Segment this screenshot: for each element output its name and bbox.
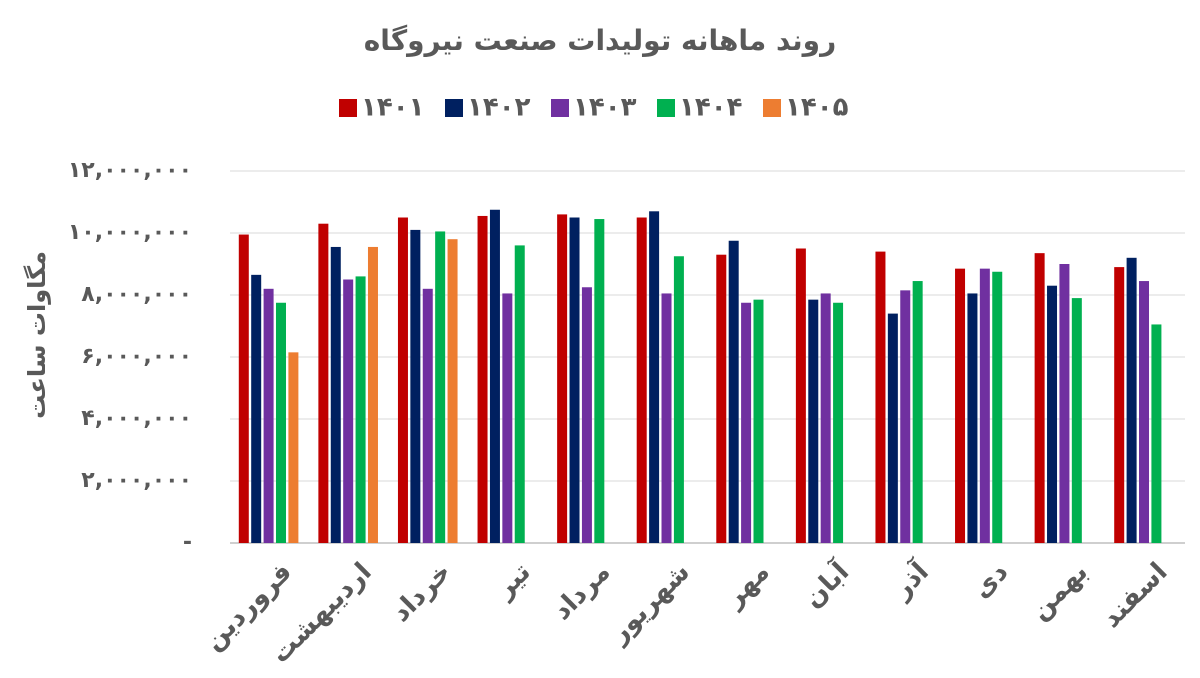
- bar: [1071, 298, 1082, 543]
- bar: [355, 276, 366, 543]
- y-axis-title: مگاوات ساعت: [23, 251, 51, 419]
- legend-label: ۱۴۰۳: [573, 93, 637, 123]
- y-tick-label: ۸,۰۰۰,۰۰۰: [81, 282, 192, 307]
- bar: [1126, 257, 1137, 543]
- legend-label: ۱۴۰۵: [785, 93, 849, 123]
- bar: [795, 248, 806, 543]
- bar: [1114, 267, 1125, 543]
- bar: [1034, 253, 1045, 543]
- legend-swatch: [445, 99, 463, 117]
- bar: [477, 215, 488, 543]
- bar: [728, 240, 739, 543]
- bar: [238, 234, 249, 544]
- x-tick-label: اسفند: [1097, 557, 1174, 634]
- bar: [514, 245, 525, 543]
- bar: [912, 281, 923, 543]
- x-tick-label: تیر: [488, 557, 536, 605]
- legend-swatch: [763, 99, 781, 117]
- bar: [502, 293, 513, 543]
- x-tick-label: مهر: [718, 557, 776, 615]
- bar: [1047, 285, 1058, 543]
- x-tick-label: خرداد: [386, 557, 457, 628]
- bar: [410, 229, 421, 543]
- bar: [397, 217, 408, 543]
- bar: [581, 287, 592, 543]
- bar: [251, 274, 262, 543]
- bar: [275, 302, 286, 543]
- bar: [1151, 324, 1162, 543]
- bar: [330, 246, 341, 543]
- bar: [569, 217, 580, 543]
- bar: [318, 223, 329, 543]
- bar: [288, 352, 299, 543]
- legend-swatch: [657, 99, 675, 117]
- bar: [992, 271, 1003, 543]
- y-tick-label: ۲,۰۰۰,۰۰۰: [81, 468, 192, 493]
- bar: [673, 256, 684, 543]
- x-tick-label: بهمن: [1025, 557, 1094, 626]
- bar: [343, 279, 354, 543]
- legend-label: ۱۴۰۴: [679, 93, 742, 123]
- x-tick-label: آبان: [797, 555, 856, 614]
- bar: [833, 302, 844, 543]
- chart-title: روند ماهانه تولیدات صنعت نیروگاه: [364, 24, 836, 57]
- bar: [955, 268, 966, 543]
- y-tick-label: ۴,۰۰۰,۰۰۰: [81, 406, 192, 431]
- bar: [447, 239, 458, 543]
- bar: [489, 209, 500, 543]
- x-tick-label: مرداد: [547, 557, 616, 626]
- bar: [557, 214, 568, 543]
- bar: [808, 299, 819, 543]
- bar: [820, 293, 831, 543]
- y-tick-label: ۶,۰۰۰,۰۰۰: [81, 344, 192, 369]
- bar: [367, 246, 378, 543]
- bar: [649, 211, 660, 544]
- bar: [435, 231, 446, 543]
- bar: [741, 302, 752, 543]
- bar: [263, 288, 274, 543]
- legend-label: ۱۴۰۲: [467, 93, 531, 123]
- y-tick-label: ۱۰,۰۰۰,۰۰۰: [68, 220, 192, 245]
- bar: [422, 288, 433, 543]
- x-tick-label: دی: [967, 557, 1014, 604]
- bar: [594, 219, 605, 544]
- bar: [900, 290, 911, 543]
- bar: [636, 217, 647, 543]
- bar: [1139, 281, 1150, 543]
- legend-swatch: [551, 99, 569, 117]
- legend-label: ۱۴۰۱: [361, 93, 424, 123]
- bar: [716, 254, 727, 543]
- bar: [887, 313, 898, 543]
- bar: [753, 299, 764, 543]
- x-tick-label: شهریور: [603, 557, 696, 650]
- bar: [979, 268, 990, 543]
- y-tick-label: ۱۲,۰۰۰,۰۰۰: [68, 158, 192, 183]
- x-tick-label: آذر: [884, 555, 935, 606]
- bar: [967, 293, 978, 543]
- bar: [875, 251, 886, 543]
- y-tick-label: -: [183, 530, 192, 555]
- bar: [661, 293, 672, 543]
- legend-swatch: [339, 99, 357, 117]
- bar: [1059, 264, 1070, 543]
